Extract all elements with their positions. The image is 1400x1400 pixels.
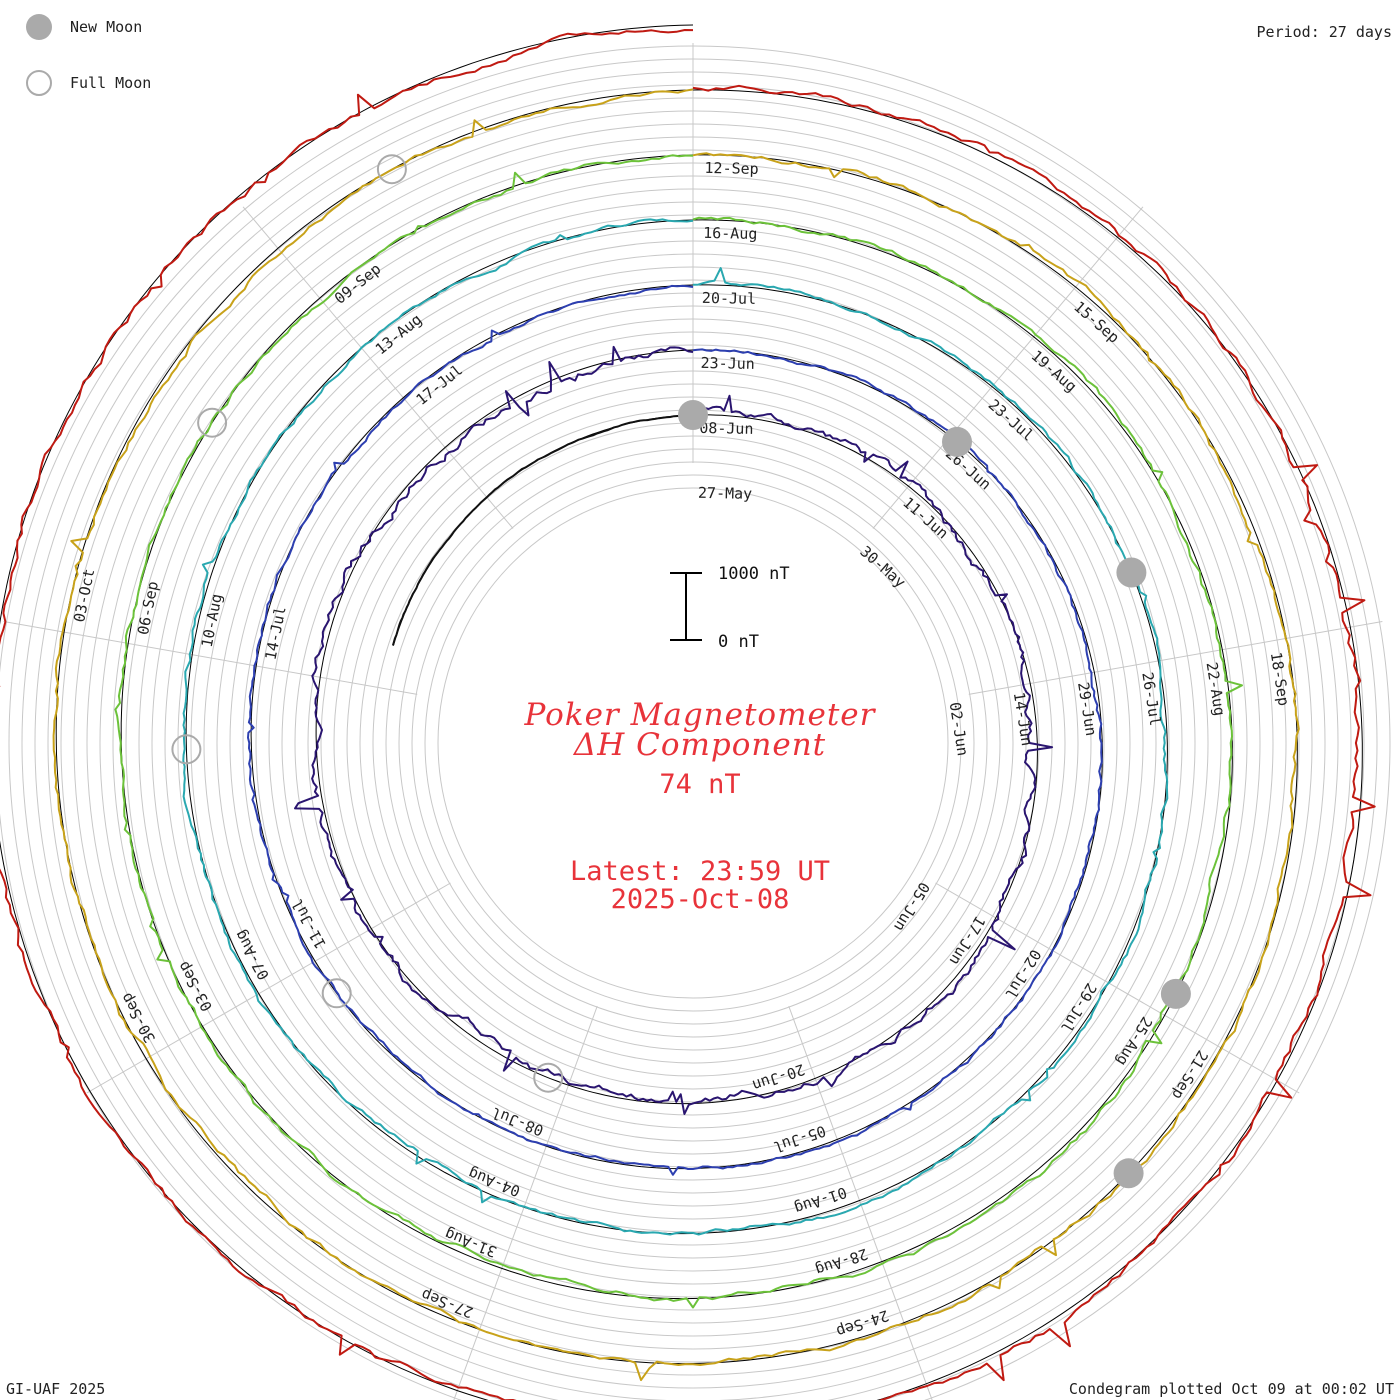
new-moon-marker <box>1113 1158 1144 1189</box>
grid-spoke <box>86 882 451 1094</box>
date-label: 30-May <box>856 542 909 591</box>
date-label: 06-Sep <box>134 580 162 637</box>
current-value: 74 nT <box>659 769 741 800</box>
spiral-baseline <box>120 154 1233 1300</box>
trace-rotation-3 <box>247 284 1103 1176</box>
grid-spoke <box>872 206 1144 529</box>
full-moon-marker <box>171 734 202 765</box>
grid-spoke <box>968 620 1383 695</box>
grid-spoke <box>788 1005 933 1400</box>
grid-spoke <box>3 620 418 695</box>
grid-ring <box>424 474 962 1012</box>
scale-bar: 1000 nT 0 nT <box>670 564 790 652</box>
latest-time: Latest: 23:59 UT <box>569 856 831 887</box>
date-label: 20-Jul <box>702 289 757 308</box>
date-label: 16-Aug <box>703 224 758 243</box>
new-moon-marker <box>1160 978 1191 1009</box>
footer-left: GI-UAF 2025 <box>6 1380 106 1398</box>
date-label: 08-Jun <box>699 419 754 438</box>
new-moon-marker <box>942 426 972 457</box>
new-moon-icon <box>26 14 52 40</box>
scale-top-label: 1000 nT <box>718 564 790 584</box>
grid-spoke <box>453 1005 598 1400</box>
legend-new-moon: New Moon <box>26 14 142 40</box>
title-line2: ΔH Component <box>573 727 827 763</box>
trace-rotation-1 <box>391 414 694 646</box>
trace-rotation-6 <box>52 88 1300 1382</box>
full-moon-marker <box>321 978 352 1009</box>
trace-rotation-4 <box>182 218 1169 1236</box>
date-label: 03-Oct <box>70 567 98 624</box>
data-traces <box>0 29 1376 1400</box>
latest-block: Latest: 23:59 UT 2025-Oct-08 <box>0 858 1400 914</box>
title-line1: Poker Magnetometer <box>524 697 876 733</box>
latest-date: 2025-Oct-08 <box>610 884 790 915</box>
date-label: 27-May <box>698 484 753 503</box>
full-moon-marker <box>533 1062 564 1093</box>
full-moon-icon <box>26 70 52 96</box>
grid-spoke <box>242 206 514 529</box>
date-label: 23-Jun <box>700 354 755 373</box>
trace-rotation-5 <box>114 154 1243 1309</box>
scale-bottom-label: 0 nT <box>718 632 759 652</box>
trace-rotation-7 <box>0 29 1376 1400</box>
period-label: Period: 27 days <box>1256 23 1392 41</box>
grid-spokes <box>3 43 1383 1400</box>
new-moon-marker <box>678 400 708 430</box>
spiral-baseline <box>392 414 694 646</box>
legend-full-moon: Full Moon <box>26 70 151 96</box>
footer-right: Condegram plotted Oct 09 at 00:02 UT <box>1068 1380 1394 1398</box>
moon-markers <box>171 154 1191 1189</box>
date-label: 12-Sep <box>704 159 759 178</box>
grid-ring <box>437 487 949 999</box>
new-moon-marker <box>1116 557 1147 588</box>
chart-title: Poker Magnetometer ΔH Component 74 nT <box>0 697 1400 800</box>
full-moon-label: Full Moon <box>70 74 152 92</box>
trace-rotation-2 <box>294 345 1054 1115</box>
new-moon-label: New Moon <box>70 18 143 36</box>
full-moon-marker <box>197 407 228 438</box>
full-moon-marker <box>376 154 407 185</box>
